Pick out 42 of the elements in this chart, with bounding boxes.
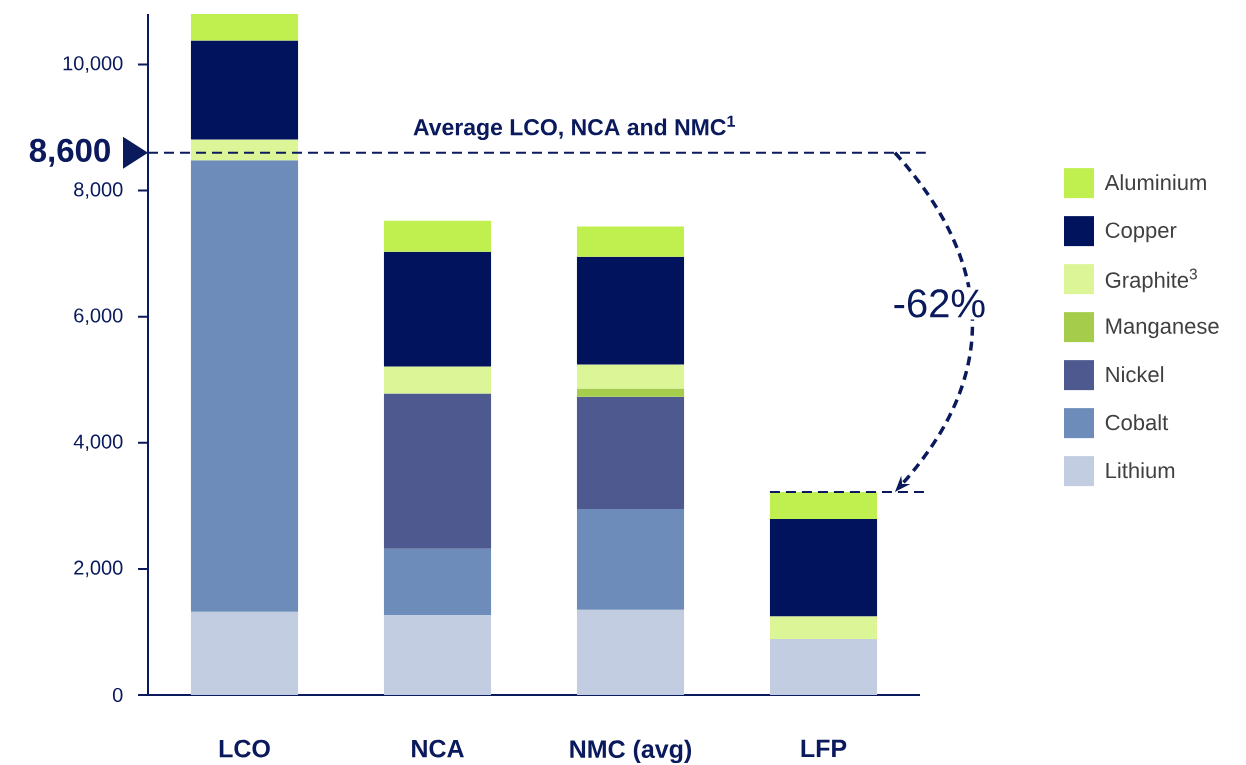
x-tick-label: NMC (avg) [570,739,692,764]
bar [383,220,492,252]
bar [576,396,685,509]
x-tick-label: LFP [801,739,847,757]
x-tick-label: NCA [412,739,464,758]
bar [383,614,492,695]
bar [769,519,878,617]
y-tick-label: 2,000 [74,560,123,578]
bar [576,388,685,397]
bar [576,256,685,365]
y-tick-label: 4,000 [73,434,123,452]
bar [769,491,878,520]
ref-line-label: Average LCO, NCA and NMC$^{1}$ [413,115,735,141]
bar [383,251,492,367]
bar [383,548,492,615]
legend-label: Nickel [1106,366,1164,383]
y-tick-label: 6,000 [74,308,123,325]
text: 8,600 [29,138,110,167]
bar [576,508,685,610]
y-tick-label: 0 [112,687,123,703]
bar [190,160,299,612]
y-tick-label: 8,000 [74,182,123,199]
legend-label: Manganese [1106,318,1219,339]
bar [576,364,685,389]
annotation: -62% [894,289,985,318]
bar [576,609,685,695]
x-tick-label: LCO [219,739,270,758]
legend-label: Copper [1105,222,1177,243]
legend-label: Aluminium [1104,174,1206,191]
y-tick-label: 10,000 [63,56,123,73]
bar [383,366,492,394]
bar [769,638,878,695]
bar [190,139,299,161]
bar [190,14,299,41]
legend-label: Lithium [1106,462,1175,479]
bar [190,611,299,695]
legend-label: Cobalt [1105,414,1169,431]
legend-label: Graphite$^{3}$ [1105,268,1197,293]
bar [383,393,492,549]
bar [190,40,299,140]
bar [576,226,685,257]
bar [769,616,878,639]
